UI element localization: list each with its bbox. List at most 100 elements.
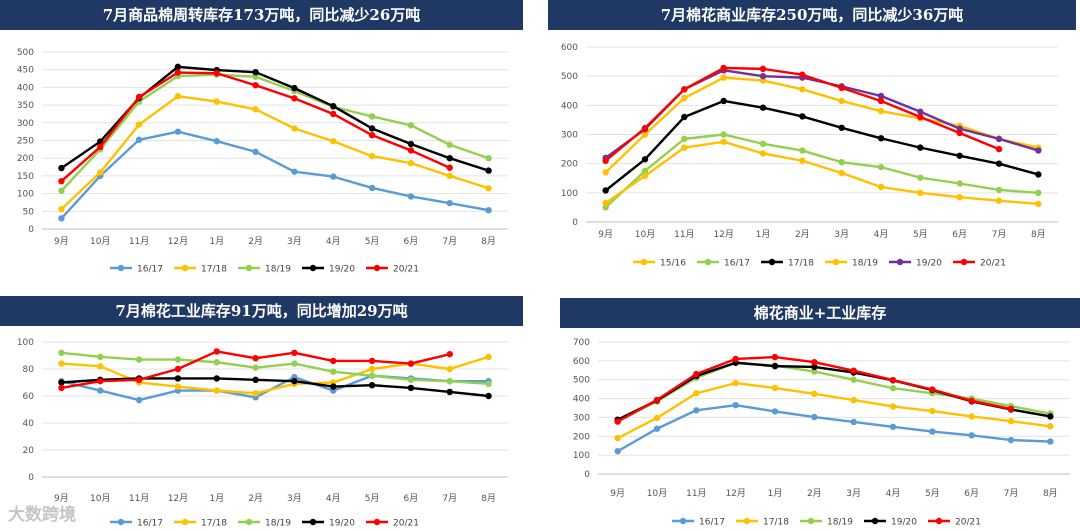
data-point (446, 350, 453, 358)
data-point (850, 418, 857, 426)
data-point (291, 377, 298, 385)
watermark-logo: 大数跨境 (8, 505, 76, 525)
x-tick-label: 11月 (129, 236, 149, 247)
chart-panel-turnover-stock: 7月商品棉周转库存173万吨，同比减少26万吨 0 50 100 150 200 250 3… (0, 0, 523, 285)
data-point (850, 376, 857, 383)
data-point (917, 189, 924, 197)
x-tick-label: 3月 (287, 236, 302, 247)
data-point (889, 403, 897, 410)
y-tick-label: 0 (572, 218, 578, 228)
data-point (1047, 438, 1054, 445)
chart-panel-combined-stock: 棉花商业+工业库存 0 100 200 300 400 500 600 700 9月 10月 11月… (560, 298, 1080, 531)
data-point (368, 184, 376, 192)
data-point (799, 86, 806, 93)
data-point (956, 129, 963, 137)
data-point (838, 124, 845, 131)
series-line-16-17 (604, 133, 1039, 209)
data-point (291, 360, 298, 367)
data-point (97, 143, 104, 151)
data-point (368, 382, 376, 389)
data-point (213, 70, 220, 77)
data-point (995, 186, 1003, 194)
data-point (614, 418, 621, 425)
series-line-19-20 (61, 377, 489, 398)
data-point (995, 160, 1003, 167)
data-point (174, 375, 182, 382)
y-tick-label: 50 (23, 207, 35, 217)
legend-swatch-marker (245, 264, 253, 272)
data-point (641, 167, 649, 175)
data-point (838, 84, 845, 92)
y-tick-label: 700 (573, 338, 590, 348)
x-tick-label: 3月 (846, 488, 861, 499)
data-point (330, 357, 337, 365)
legend-label: 15/16 (660, 259, 686, 269)
data-point (602, 204, 609, 211)
data-point (252, 364, 259, 371)
y-tick-label: 400 (573, 395, 590, 405)
data-point (407, 140, 415, 148)
legend-label: 18/19 (827, 518, 853, 528)
data-point (720, 138, 727, 145)
data-point (877, 97, 885, 105)
legend-swatch-marker (807, 517, 815, 525)
x-tick-label: 11月 (686, 488, 706, 499)
data-point (889, 376, 897, 384)
legend-swatch-marker (640, 258, 648, 266)
series-line-18-19 (60, 73, 489, 192)
series-line-18-19 (61, 351, 489, 386)
chart-panel-commercial-stock: 7月棉花商业库存250万吨，同比减少36万吨 0 100 200 300 400 500 6… (548, 0, 1076, 285)
series-line-17-18 (617, 381, 1051, 440)
data-point (877, 163, 885, 171)
y-tick-label: 600 (573, 357, 590, 367)
legend-swatch-marker (896, 258, 904, 266)
data-point (97, 169, 104, 176)
data-point (1047, 413, 1054, 420)
data-point (58, 349, 65, 356)
data-point (956, 180, 963, 187)
y-tick-label: 300 (17, 119, 34, 129)
legend-swatch-marker (309, 518, 317, 526)
x-tick-label: 7月 (992, 229, 1007, 240)
data-point (1035, 200, 1042, 208)
data-point (771, 353, 779, 361)
chart-title: 棉花商业+工业库存 (560, 298, 1080, 328)
data-point (1035, 189, 1042, 197)
data-point (968, 397, 975, 405)
legend-swatch-marker (117, 264, 125, 272)
legend-swatch-marker (935, 517, 943, 525)
legend-label: 19/20 (891, 518, 917, 528)
data-point (653, 425, 661, 432)
x-tick-label: 9月 (54, 493, 69, 504)
data-point (799, 113, 806, 120)
data-point (889, 385, 897, 392)
y-tick-label: 300 (561, 131, 578, 141)
data-point (759, 150, 767, 157)
legend-label: 18/19 (265, 265, 291, 275)
x-tick-label: 4月 (326, 493, 341, 504)
data-point (641, 172, 649, 180)
data-point (446, 172, 453, 180)
data-point (1007, 405, 1015, 413)
legend-swatch-marker (181, 518, 189, 526)
data-point (693, 390, 700, 397)
legend-swatch-marker (181, 264, 189, 272)
legend-swatch-marker (309, 264, 317, 272)
data-point (877, 107, 885, 115)
y-tick-label: 500 (573, 376, 590, 386)
data-point (1035, 147, 1042, 154)
y-tick-label: 0 (28, 225, 34, 235)
data-point (681, 113, 688, 121)
y-tick-label: 80 (23, 365, 35, 375)
data-point (330, 138, 337, 145)
series-line-19-20 (617, 361, 1051, 421)
data-point (252, 390, 259, 397)
data-point (446, 155, 453, 162)
x-tick-label: 5月 (913, 229, 928, 240)
data-point (720, 131, 727, 138)
legend-label: 17/18 (788, 259, 814, 269)
data-point (213, 348, 220, 355)
data-point (368, 365, 376, 373)
data-point (1035, 171, 1042, 178)
legend-label: 20/21 (955, 518, 981, 528)
